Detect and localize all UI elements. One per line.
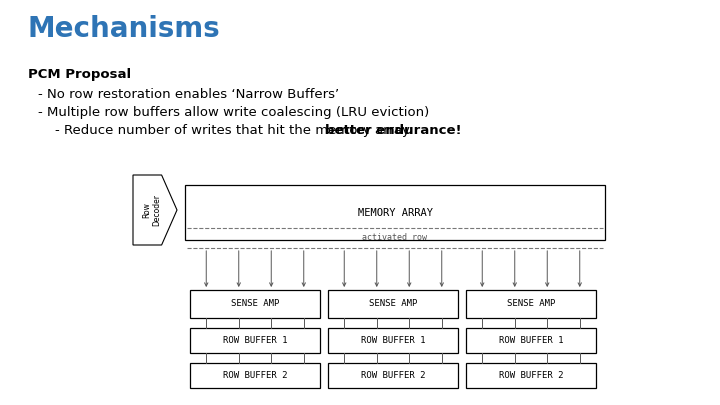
Bar xyxy=(328,290,458,318)
Bar xyxy=(190,290,320,318)
Bar xyxy=(466,290,596,318)
Polygon shape xyxy=(133,175,177,245)
Text: ROW BUFFER 1: ROW BUFFER 1 xyxy=(499,336,563,345)
Text: PCM Proposal: PCM Proposal xyxy=(28,68,131,81)
Text: ROW BUFFER 1: ROW BUFFER 1 xyxy=(361,336,426,345)
Text: SENSE AMP: SENSE AMP xyxy=(507,300,555,309)
Text: ROW BUFFER 2: ROW BUFFER 2 xyxy=(222,371,287,380)
Bar xyxy=(328,328,458,353)
Text: MEMORY ARRAY: MEMORY ARRAY xyxy=(358,207,433,217)
Text: ROW BUFFER 2: ROW BUFFER 2 xyxy=(361,371,426,380)
Text: better endurance!: better endurance! xyxy=(325,124,462,137)
Bar xyxy=(466,363,596,388)
Text: Mechanisms: Mechanisms xyxy=(28,15,221,43)
Text: - No row restoration enables ‘Narrow Buffers’: - No row restoration enables ‘Narrow Buf… xyxy=(38,88,339,101)
Text: - Multiple row buffers allow write coalescing (LRU eviction): - Multiple row buffers allow write coale… xyxy=(38,106,429,119)
Bar xyxy=(185,185,605,240)
Text: Row
Decoder: Row Decoder xyxy=(142,194,161,226)
Text: SENSE AMP: SENSE AMP xyxy=(231,300,279,309)
Text: SENSE AMP: SENSE AMP xyxy=(369,300,417,309)
Text: activated row: activated row xyxy=(362,234,428,243)
Bar xyxy=(466,328,596,353)
Text: ROW BUFFER 1: ROW BUFFER 1 xyxy=(222,336,287,345)
Bar xyxy=(190,328,320,353)
Bar xyxy=(190,363,320,388)
Text: ROW BUFFER 2: ROW BUFFER 2 xyxy=(499,371,563,380)
Text: - Reduce number of writes that hit the memory array:: - Reduce number of writes that hit the m… xyxy=(55,124,418,137)
Bar xyxy=(328,363,458,388)
